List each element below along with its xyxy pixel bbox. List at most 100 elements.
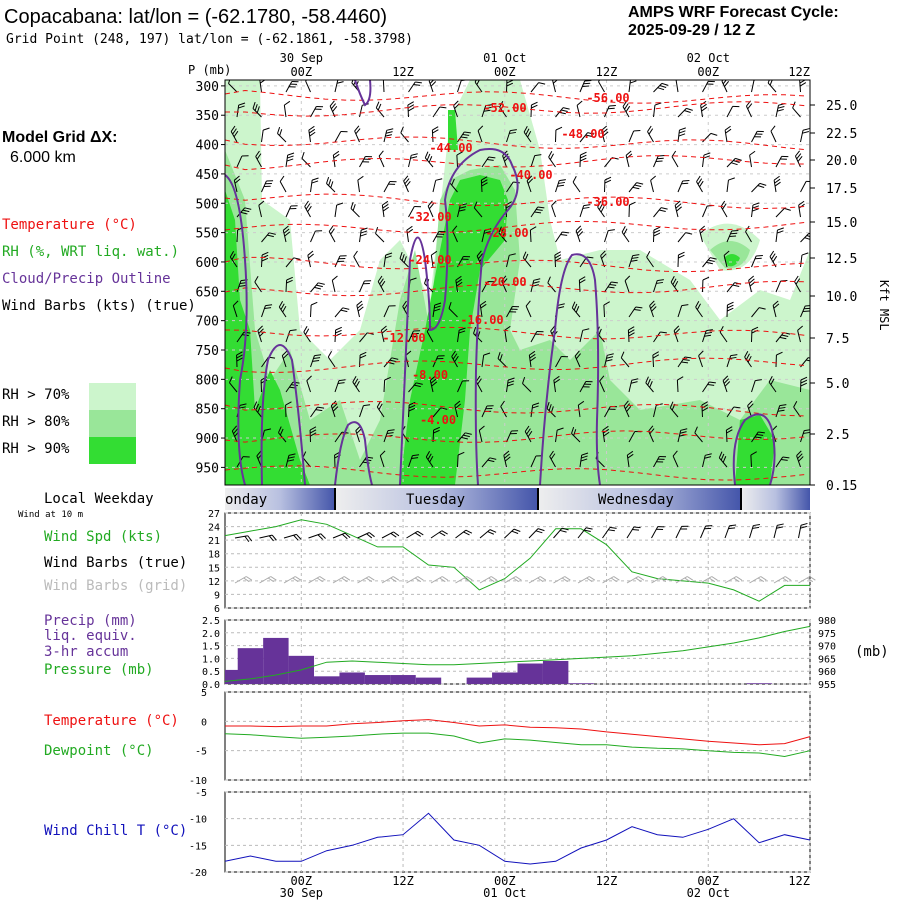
wind-barb xyxy=(310,301,318,318)
wind-barb xyxy=(649,300,657,318)
height-tick: 17.5 xyxy=(826,182,857,197)
wind-barb xyxy=(408,153,418,168)
pressure-tick: 750 xyxy=(196,344,219,359)
wind-barb xyxy=(797,325,804,343)
wind-barb xyxy=(723,250,730,268)
wind-barb xyxy=(350,201,360,218)
wind-barb xyxy=(796,450,804,468)
weekday-tuesday: Tuesday xyxy=(406,492,465,508)
bottom-time-tick: 00Z xyxy=(697,874,719,888)
wind-barb xyxy=(480,176,488,193)
wind-barb xyxy=(696,175,704,193)
wind-barb xyxy=(598,80,605,93)
wind-barb xyxy=(726,406,741,418)
wind-barb xyxy=(650,175,657,193)
wind-barb xyxy=(381,200,389,218)
wind-barb xyxy=(477,125,484,143)
wind-barb xyxy=(252,101,262,118)
wind-barb xyxy=(356,300,364,318)
legend-temperature: Temperature (°C) xyxy=(2,217,137,233)
pressure-tick: 600 xyxy=(196,256,219,271)
wind-barb xyxy=(254,275,262,293)
wind-barb xyxy=(575,225,584,243)
precip-tick: 1.5 xyxy=(202,642,220,653)
wind-barb xyxy=(547,276,556,293)
surface-barb-grid xyxy=(651,576,669,584)
precip-bar xyxy=(746,683,772,684)
surface-barb-true xyxy=(798,522,808,539)
wind-barb xyxy=(653,331,667,343)
wind-barb xyxy=(326,176,336,193)
weekday-label: Local Weekday xyxy=(44,491,154,507)
wind-barb xyxy=(285,152,295,168)
temperature-contour xyxy=(225,136,806,151)
wind-barb xyxy=(457,432,472,443)
surface-barb-true xyxy=(724,524,737,539)
temperature-contour xyxy=(225,401,806,417)
wind-barb xyxy=(578,276,586,293)
model-grid-label: Model Grid ΔX: xyxy=(2,129,118,146)
wind-barb xyxy=(359,156,373,168)
wind-barb xyxy=(775,227,784,243)
bottom-time-tick: 12Z xyxy=(392,874,414,888)
bottom-time-tick: 12Z xyxy=(596,874,618,888)
surface-barb-true xyxy=(700,525,713,539)
wind-barb xyxy=(432,106,447,118)
pressure-tick: 970 xyxy=(818,642,836,653)
precip-bar xyxy=(466,677,493,684)
surface-barb-true xyxy=(455,529,473,539)
wind-barb xyxy=(310,406,325,418)
wind-barb xyxy=(800,180,810,193)
wind-barb xyxy=(702,132,718,143)
wind-barb xyxy=(504,325,511,343)
temperature-contour-label: -52.00 xyxy=(483,101,526,115)
surface-barb-grid xyxy=(553,576,571,584)
wind-barb xyxy=(718,451,728,468)
wind-barb xyxy=(647,125,654,143)
precip-bar xyxy=(568,683,594,684)
surface-barb-true xyxy=(406,530,424,539)
wind-barb xyxy=(653,82,669,93)
top-date-label: 02 Oct xyxy=(687,51,730,65)
page-title: Copacabana: lat/lon = (-62.1780, -58.446… xyxy=(4,6,388,28)
wind-barb xyxy=(283,100,291,118)
temperature-contour-label: -12.00 xyxy=(382,331,425,345)
wind-barb xyxy=(555,231,569,243)
wind-barb xyxy=(481,281,495,293)
pressure-tick: 300 xyxy=(196,80,219,95)
wind-barb xyxy=(376,400,385,418)
wind-barb xyxy=(452,225,458,243)
height-tick: 0.15 xyxy=(826,479,857,494)
pressure-tick: 800 xyxy=(196,373,219,388)
wind-barb xyxy=(552,80,559,93)
wind-barb xyxy=(236,351,243,368)
wind-chill-panel-frame xyxy=(224,791,811,873)
wind-barb xyxy=(530,101,538,118)
wind-speed-tick: 15 xyxy=(208,563,220,574)
wind-barb xyxy=(529,226,537,243)
temperature-contour-label: -20.00 xyxy=(483,275,526,289)
wind-barb xyxy=(261,127,270,143)
wind-barb xyxy=(770,125,777,143)
wind-barb xyxy=(236,102,246,118)
wind-chill-line xyxy=(224,812,811,865)
surface-barb-grid xyxy=(675,576,694,584)
wind-barb xyxy=(628,182,644,193)
wind-barb xyxy=(522,251,532,268)
wind-barb xyxy=(354,125,361,143)
surface-barb-true xyxy=(651,526,665,539)
wind-barb xyxy=(377,275,386,293)
wind-barb xyxy=(474,80,483,93)
wind-barb xyxy=(702,453,712,468)
wind-barb xyxy=(751,202,760,218)
temperature-contour xyxy=(225,101,806,117)
surface-barb-true xyxy=(479,529,497,539)
temperature-tick: 0 xyxy=(201,717,207,728)
wind-barb xyxy=(597,201,605,218)
wind-barb xyxy=(726,354,738,368)
height-tick: 22.5 xyxy=(826,127,857,142)
wind-barb xyxy=(503,450,511,468)
temperature-tick: -5 xyxy=(195,747,207,758)
wind-chill-label: Wind Chill T (°C) xyxy=(44,823,188,839)
pressure-tick: 650 xyxy=(196,285,219,300)
